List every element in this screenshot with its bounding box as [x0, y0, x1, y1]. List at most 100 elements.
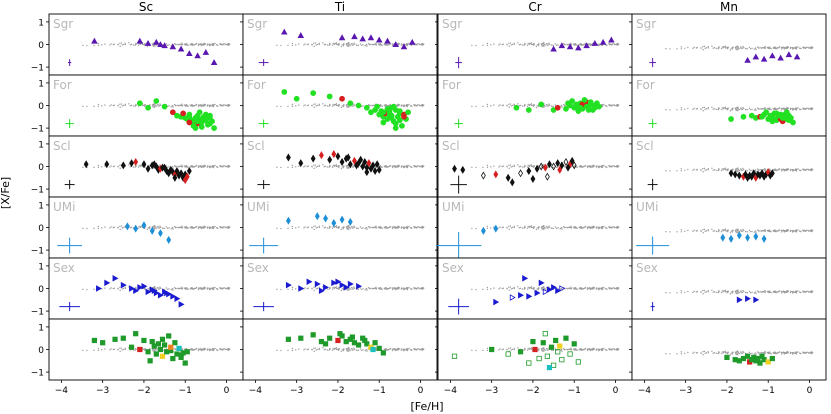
background-star — [600, 226, 603, 228]
data-point-scl-cr — [530, 174, 536, 183]
background-star — [298, 104, 300, 106]
background-star — [755, 48, 757, 51]
background-star — [797, 290, 799, 292]
background-star — [153, 286, 156, 288]
background-star — [510, 44, 512, 46]
background-star — [763, 230, 765, 232]
data-point-for-ti — [401, 113, 407, 120]
background-star — [119, 42, 121, 44]
data-point-sgr-sc — [136, 37, 144, 44]
data-point-sex-ti — [339, 281, 346, 289]
data-point-scl-ti — [376, 165, 382, 174]
background-star — [122, 43, 125, 46]
background-star — [170, 106, 172, 108]
background-star — [402, 104, 404, 106]
background-star — [795, 292, 798, 294]
background-star — [323, 105, 325, 107]
background-star — [617, 348, 619, 351]
data-point-sex-sc — [129, 285, 135, 292]
background-star — [600, 287, 603, 289]
background-star — [397, 166, 399, 168]
background-star — [350, 286, 353, 289]
background-star — [172, 228, 174, 230]
x-tick-label: −4 — [249, 386, 263, 396]
background-star — [570, 42, 572, 44]
background-star — [355, 349, 358, 351]
background-star — [610, 226, 612, 229]
background-star — [392, 165, 395, 168]
data-point-sex-ti — [298, 285, 305, 292]
background-star — [703, 45, 706, 48]
background-star — [739, 107, 742, 109]
background-star — [584, 165, 586, 167]
background-star — [510, 349, 512, 351]
background-star — [509, 103, 512, 105]
data-point-for-sc — [169, 109, 176, 116]
background-star — [171, 104, 174, 107]
background-star — [768, 168, 771, 170]
data-point-scl-cr — [538, 162, 544, 171]
background-star — [144, 348, 146, 350]
data-point-scl-ti — [319, 151, 324, 160]
background-star — [707, 47, 710, 49]
background-star — [587, 43, 590, 46]
background-star — [798, 230, 801, 232]
background-star — [152, 348, 154, 351]
panel-frame — [631, 13, 827, 76]
background-star — [209, 104, 212, 107]
background-star — [541, 226, 543, 229]
background-star — [198, 165, 201, 168]
background-star — [208, 166, 211, 169]
background-star — [532, 165, 534, 168]
background-star — [408, 164, 410, 167]
background-star — [354, 104, 356, 106]
background-star — [703, 106, 706, 109]
background-star — [717, 230, 719, 233]
background-star — [223, 165, 225, 167]
background-star — [711, 289, 713, 291]
background-star — [141, 104, 144, 107]
background-star — [341, 288, 344, 290]
galaxy-label: Sgr — [247, 17, 267, 31]
background-star — [780, 168, 782, 171]
background-star — [527, 103, 529, 106]
background-star — [86, 288, 88, 291]
background-star — [471, 349, 473, 352]
background-star — [402, 165, 404, 167]
background-star — [379, 287, 382, 289]
background-star-cloud — [276, 286, 425, 292]
background-star — [340, 350, 343, 353]
background-star — [502, 104, 504, 106]
background-star — [508, 42, 510, 44]
background-star — [559, 228, 561, 230]
background-star — [124, 287, 127, 290]
background-star — [280, 166, 282, 169]
background-star — [313, 228, 315, 231]
background-star — [368, 226, 371, 229]
background-star — [397, 105, 399, 107]
galaxy-label: Sgr — [53, 17, 73, 31]
background-star — [314, 225, 317, 227]
background-star — [715, 169, 718, 172]
background-star — [794, 229, 797, 231]
background-star — [524, 165, 526, 167]
background-star — [185, 227, 187, 229]
data-point-for-sc — [198, 124, 205, 130]
background-star — [570, 286, 572, 288]
data-point-for-mn — [783, 109, 790, 116]
y-tick-label: 0 — [38, 285, 44, 295]
background-star — [608, 287, 611, 289]
background-star — [333, 348, 335, 351]
background-star — [537, 288, 540, 291]
data-point-other-sc — [155, 341, 161, 347]
background-star — [109, 288, 111, 290]
background-star — [174, 348, 177, 351]
background-star — [406, 227, 409, 230]
background-star — [364, 228, 366, 230]
y-tick-label: 0 — [38, 163, 44, 173]
data-point-scl-ti — [372, 166, 378, 176]
background-star — [334, 164, 337, 167]
background-star — [181, 42, 183, 44]
background-star — [185, 166, 187, 168]
